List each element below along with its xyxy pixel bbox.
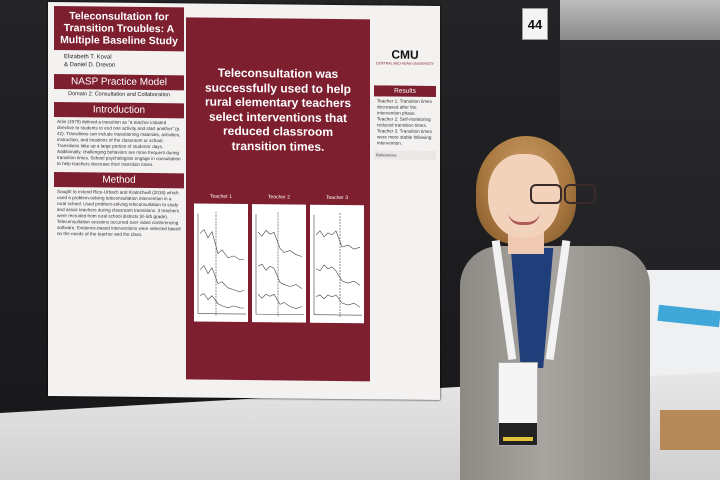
results-heading: Results (374, 85, 436, 98)
glasses-icon (530, 184, 596, 204)
cardboard-box (660, 410, 720, 450)
research-poster: Teleconsultation for Transition Troubles… (48, 1, 440, 401)
references-heading: References (374, 150, 436, 161)
model-domain: Domain 2: Consultation and Collaboration (68, 91, 170, 99)
face (488, 154, 596, 238)
author-2: & Daniel D. Drevon (64, 62, 116, 69)
introduction-text: Arlin (1979) defined a transition as "a … (57, 119, 181, 168)
poster-authors: Elizabeth T. Koval & Daniel D. Drevon (54, 50, 184, 72)
graph-label-teacher-2: Teacher 2 (268, 194, 290, 201)
university-logo: CMU (391, 47, 419, 62)
method-heading: Method (54, 172, 184, 189)
key-finding: Teleconsultation was successfully used t… (204, 65, 352, 154)
name-badge (498, 362, 538, 446)
presenter-person (440, 136, 680, 480)
poster-title: Teleconsultation for Transition Troubles… (54, 6, 184, 52)
badge-strip (499, 423, 537, 445)
university-name: CENTRAL MICHIGAN UNIVERSITY (375, 61, 435, 66)
poster-left-column: Teleconsultation for Transition Troubles… (54, 6, 184, 391)
results-text: Teacher 1: Transition times decreased af… (377, 98, 432, 146)
smile (508, 212, 540, 225)
ceiling (560, 0, 720, 40)
graph-teacher-3 (310, 204, 364, 324)
booth-number-sign: 44 (522, 8, 548, 40)
introduction-heading: Introduction (54, 102, 184, 119)
method-text: Sought to extend Rice-Urbach and Kratoch… (57, 189, 181, 237)
graph-teacher-1 (194, 203, 248, 323)
model-heading: NASP Practice Model (54, 74, 184, 91)
poster-right-column: CMU CENTRAL MICHIGAN UNIVERSITY Results … (374, 19, 436, 390)
poster-center-panel: Teleconsultation was successfully used t… (186, 17, 370, 382)
graph-label-teacher-3: Teacher 3 (326, 194, 348, 202)
lanyard (491, 240, 576, 370)
graph-label-teacher-1: Teacher 1 (210, 193, 232, 200)
graph-teacher-2 (252, 204, 306, 323)
